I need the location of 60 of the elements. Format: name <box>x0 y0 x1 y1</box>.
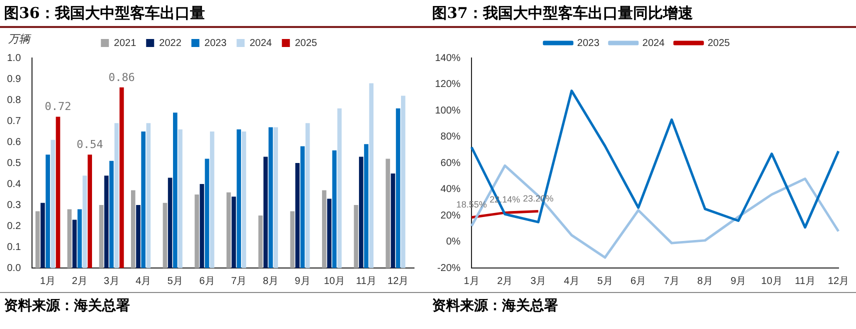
y-tick-label: 80% <box>440 132 461 142</box>
legend-label: 2024 <box>250 38 272 49</box>
y-axis-title: 万辆 <box>8 32 32 46</box>
text: 资料来源：海关总署 <box>0 292 428 315</box>
y-tick-label: 0.5 <box>6 158 22 169</box>
legend-label: 2023 <box>577 38 600 49</box>
x-tick-label: 4月 <box>564 276 580 287</box>
x-tick-label: 12月 <box>828 276 849 287</box>
y-tick-label: 1.0 <box>6 52 22 64</box>
legend-label: 2025 <box>294 38 318 49</box>
x-tick-label: 1月 <box>464 276 480 287</box>
y-tick-label: 0.6 <box>6 136 22 148</box>
y-tick-label: 0.7 <box>6 116 22 127</box>
legend-label: 2024 <box>642 38 666 49</box>
x-tick-label: 6月 <box>199 276 215 287</box>
x-tick-label: 4月 <box>136 276 152 287</box>
y-tick-label: 40% <box>440 184 461 195</box>
x-tick-label: 8月 <box>697 276 713 287</box>
y-tick-label: 0.0 <box>6 262 22 274</box>
y-tick-label: 100% <box>435 105 461 116</box>
x-tick-label: 9月 <box>730 276 746 287</box>
x-tick-label: 2月 <box>72 276 88 287</box>
y-tick-label: 0.2 <box>6 220 22 232</box>
y-tick-label: 60% <box>440 158 461 169</box>
x-tick-label: 2月 <box>497 276 513 287</box>
legend-label: 2025 <box>708 38 730 49</box>
text: 资料来源：海关总署 <box>428 292 856 315</box>
x-tick-label: 12月 <box>388 276 409 287</box>
x-tick-label: 3月 <box>530 276 546 287</box>
y-tick-label: 20% <box>440 210 461 222</box>
x-tick-label: 9月 <box>294 276 310 287</box>
y-tick-label: 0.8 <box>6 94 22 106</box>
legend-label: 2021 <box>114 38 137 49</box>
y-tick-label: 0.9 <box>6 74 22 85</box>
y-tick-label: 0.4 <box>6 178 22 190</box>
y-tick-label: 0% <box>446 236 461 248</box>
y-tick-label: 0.1 <box>6 242 22 253</box>
legend-label: 2023 <box>204 38 228 49</box>
x-tick-label: 3月 <box>104 276 120 287</box>
x-tick-label: 10月 <box>324 276 345 287</box>
y-tick-label: 140% <box>435 52 461 64</box>
chart-title: 图36：我国大中型客车出口量 <box>0 0 428 28</box>
chart-title: 图37：我国大中型客车出口量同比增速 <box>428 0 856 28</box>
x-tick-label: 5月 <box>597 276 613 287</box>
x-tick-label: 5月 <box>167 276 183 287</box>
x-tick-label: 8月 <box>262 276 278 287</box>
x-tick-label: 1月 <box>40 276 56 287</box>
x-tick-label: 10月 <box>761 276 782 287</box>
legend-label: 2022 <box>159 38 182 49</box>
data-label: 0.54 <box>76 138 104 151</box>
x-tick-label: 6月 <box>630 276 646 287</box>
y-tick-label: 120% <box>435 79 461 90</box>
y-tick-label: -20% <box>437 262 461 274</box>
y-tick-label: 0.3 <box>6 200 22 211</box>
x-tick-label: 11月 <box>356 276 376 287</box>
data-label: 0.72 <box>44 100 72 114</box>
data-label: 0.86 <box>108 70 135 84</box>
x-tick-label: 7月 <box>664 276 680 287</box>
x-tick-label: 11月 <box>794 276 816 287</box>
x-tick-label: 7月 <box>231 276 247 287</box>
